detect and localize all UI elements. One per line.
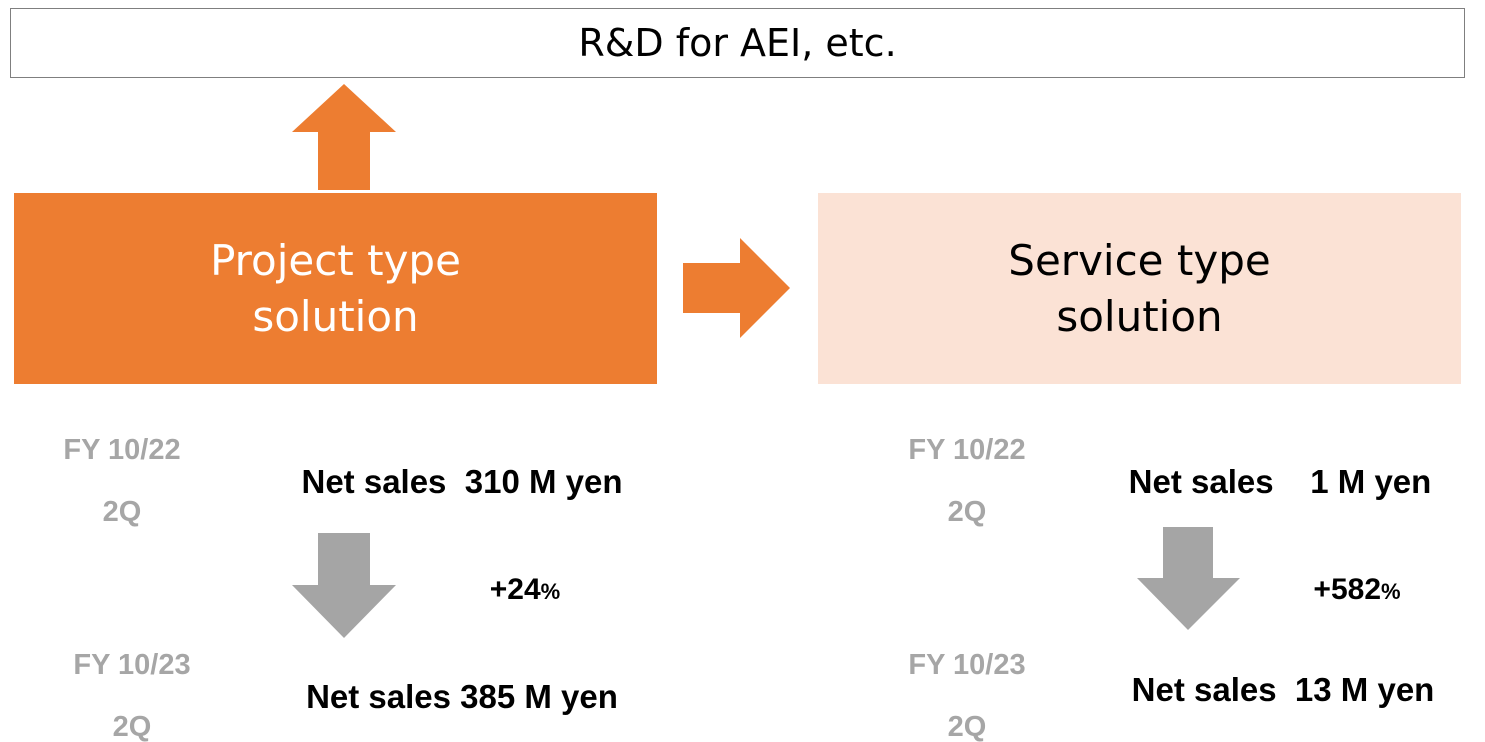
growth-unit: % (540, 579, 561, 604)
down-arrow (292, 533, 396, 638)
solution-name: solution (252, 291, 419, 341)
growth-value: +582 (1313, 573, 1382, 606)
growth: +582% (1313, 573, 1400, 607)
period: FY 10/22 2Q (63, 419, 180, 543)
service-box: Service type solution (818, 193, 1461, 384)
sales: Net sales 310 M yen (301, 463, 623, 500)
project-box: Project type solution (14, 193, 657, 384)
growth-unit: % (1381, 579, 1401, 604)
period: FY 10/23 2Q (73, 634, 190, 742)
period-line: 2Q (112, 711, 152, 742)
period-line: 2Q (947, 496, 987, 528)
solution-name: Service type (1008, 235, 1271, 285)
period-line: 2Q (102, 496, 142, 528)
header-title: R&D for AEI, etc. (578, 21, 897, 65)
period: FY 10/22 2Q (908, 419, 1025, 543)
growth: +24% (490, 573, 560, 607)
period-line: 2Q (947, 711, 987, 742)
sales: Net sales 385 M yen (306, 678, 618, 715)
sales: Net sales 13 M yen (1131, 671, 1435, 708)
solution-name: Project type (210, 235, 461, 285)
growth-value: +24 (489, 573, 541, 606)
right-arrow (683, 238, 790, 338)
solution-name: solution (1056, 291, 1223, 341)
period-line: FY 10/23 (908, 649, 1026, 681)
header-box: R&D for AEI, etc. (10, 8, 1465, 78)
period-line: FY 10/22 (63, 434, 181, 466)
period-line: FY 10/23 (73, 649, 191, 681)
down-arrow (1137, 527, 1240, 630)
period-line: FY 10/22 (908, 434, 1026, 466)
sales: Net sales 1 M yen (1128, 463, 1432, 500)
up-arrow (292, 84, 396, 190)
period: FY 10/23 2Q (908, 634, 1025, 742)
